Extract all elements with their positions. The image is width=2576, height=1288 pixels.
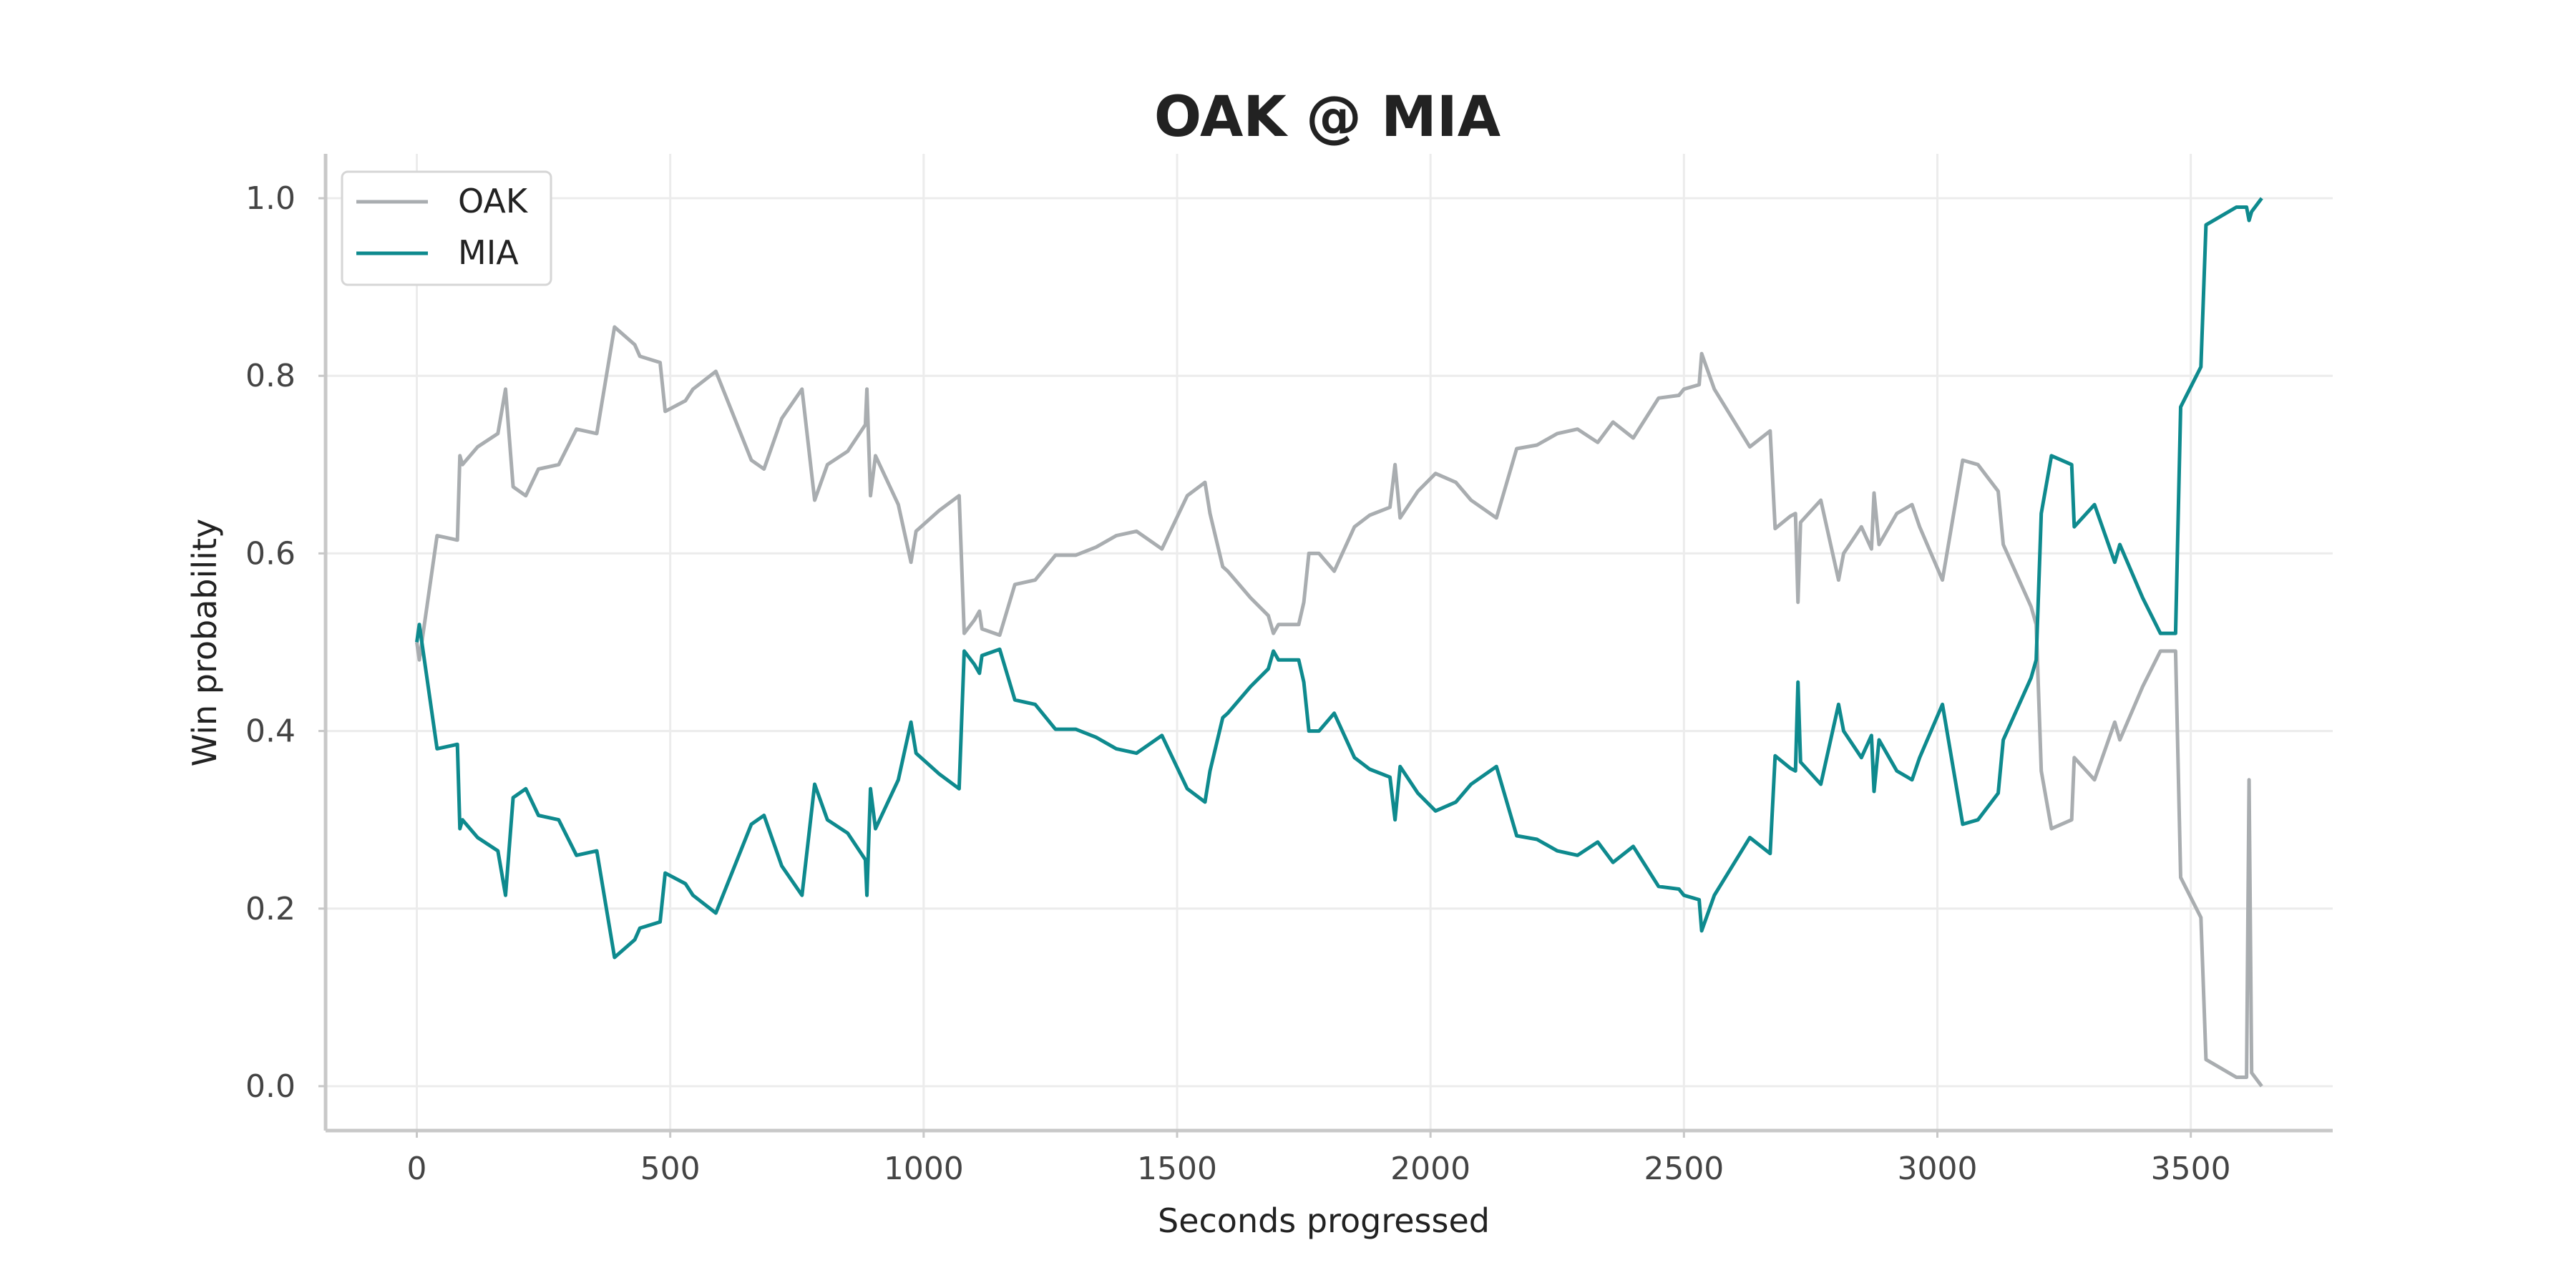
x-tick-label: 3000: [1898, 1151, 1978, 1187]
x-tick-label: 500: [640, 1151, 701, 1187]
y-tick-label: 0.0: [245, 1068, 296, 1105]
series-layer: [415, 197, 2263, 1088]
axes: [323, 154, 2333, 1133]
x-tick-label: 3500: [2151, 1151, 2231, 1187]
y-axis-title: Win probability: [185, 519, 224, 766]
series-line-oak: [415, 325, 2263, 1088]
series-line-mia: [415, 197, 2263, 960]
chart-title: OAK @ MIA: [1154, 85, 1501, 150]
grid: [326, 154, 2333, 1131]
y-tick-label: 1.0: [245, 180, 296, 217]
y-tick-label: 0.4: [245, 713, 296, 750]
x-tick-label: 0: [407, 1151, 427, 1187]
legend: OAK MIA: [341, 170, 552, 286]
x-axis-ticks: 0 500 1000 1500 2000 2500 3000 3500: [407, 1131, 2231, 1187]
x-tick-label: 1000: [884, 1151, 964, 1187]
legend-label-oak: OAK: [458, 182, 529, 220]
x-tick-label: 2500: [1644, 1151, 1724, 1187]
y-tick-label: 0.2: [245, 891, 296, 927]
x-tick-label: 1500: [1137, 1151, 1217, 1187]
y-tick-label: 0.6: [245, 535, 296, 572]
y-axis-ticks: 0.0 0.2 0.4 0.6 0.8 1.0: [245, 180, 326, 1105]
legend-label-mia: MIA: [458, 233, 519, 272]
x-tick-label: 2000: [1390, 1151, 1470, 1187]
y-tick-label: 0.8: [245, 358, 296, 394]
x-axis-title: Seconds progressed: [1158, 1201, 1490, 1240]
